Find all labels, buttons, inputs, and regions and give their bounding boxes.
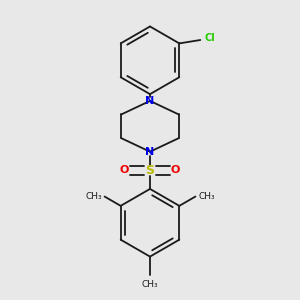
Text: N: N	[146, 96, 154, 106]
Text: CH₃: CH₃	[142, 280, 158, 289]
Text: CH₃: CH₃	[85, 192, 102, 201]
Text: O: O	[171, 165, 180, 175]
Text: Cl: Cl	[205, 33, 215, 43]
Text: O: O	[120, 165, 129, 175]
Text: CH₃: CH₃	[198, 192, 215, 201]
Text: N: N	[146, 147, 154, 157]
Text: S: S	[146, 164, 154, 177]
